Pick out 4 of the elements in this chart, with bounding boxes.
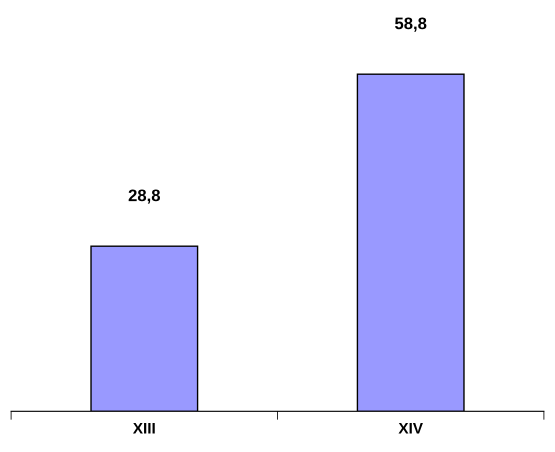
x-tick-label: XIII bbox=[132, 422, 155, 434]
data-label: 58,8 bbox=[394, 17, 426, 32]
data-label: 28,8 bbox=[128, 189, 160, 204]
x-tick-label: XIV bbox=[398, 422, 423, 434]
